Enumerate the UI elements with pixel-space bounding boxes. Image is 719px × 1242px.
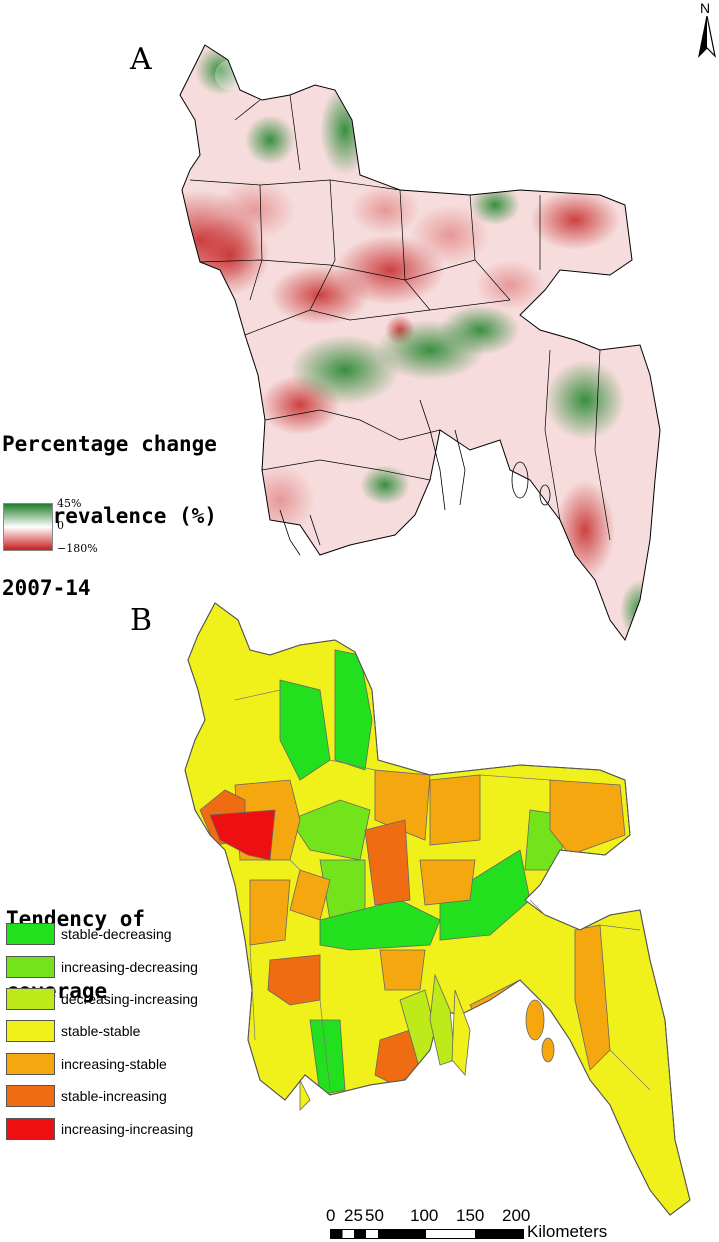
legend-swatch — [6, 1053, 55, 1075]
legend-item: stable-stable — [6, 1019, 140, 1043]
legend-swatch — [6, 1085, 55, 1107]
legend-b-title: Tendency of coverage — [6, 859, 145, 1027]
panel-a-label: A — [130, 42, 152, 77]
legend-swatch — [6, 988, 55, 1010]
legend-a-max-label: 45% — [57, 497, 82, 510]
legend-item: stable-decreasing — [6, 922, 172, 946]
legend-b-title-line: Tendency of — [6, 907, 146, 931]
legend-swatch — [6, 923, 55, 945]
north-arrow-label: N — [700, 0, 711, 16]
legend-swatch — [6, 956, 55, 978]
legend-item: increasing-stable — [6, 1052, 167, 1076]
scale-unit-label: Kilometers — [527, 1222, 608, 1241]
legend-item-label: stable-increasing — [61, 1088, 167, 1104]
legend-item: decreasing-increasing — [6, 987, 198, 1011]
north-arrow-icon — [698, 16, 716, 58]
legend-swatch — [6, 1118, 55, 1140]
panel-b-label: B — [130, 603, 153, 638]
legend-item: increasing-decreasing — [6, 955, 198, 979]
legend-item-label: stable-decreasing — [61, 926, 172, 942]
legend-item: stable-increasing — [6, 1084, 167, 1108]
legend-a-title-line: 2007-14 — [2, 576, 91, 600]
scale-tick-label: 150 — [456, 1206, 485, 1225]
scale-tick-label: 25 — [344, 1206, 363, 1225]
legend-item-label: increasing-decreasing — [61, 959, 198, 975]
legend-a-title-line: Percentage change — [2, 432, 217, 456]
scale-tick-label: 0 — [326, 1206, 336, 1225]
scale-tick-label: 100 — [410, 1206, 439, 1225]
legend-item-label: decreasing-increasing — [61, 991, 198, 1007]
legend-a-color-ramp — [3, 503, 53, 551]
legend-a-min-label: −180% — [57, 542, 98, 555]
scale-tick-label: 50 — [365, 1206, 384, 1225]
legend-item-label: increasing-increasing — [61, 1121, 194, 1137]
legend-item-label: stable-stable — [61, 1023, 141, 1039]
north-arrow: N — [695, 0, 719, 60]
legend-item: increasing-increasing — [6, 1117, 193, 1141]
legend-swatch — [6, 1020, 55, 1042]
scale-tick-label: 200 — [502, 1206, 531, 1225]
legend-a-mid-label: 0 — [57, 519, 64, 532]
scale-bar-graphic — [330, 1229, 524, 1239]
legend-item-label: increasing-stable — [61, 1056, 167, 1072]
